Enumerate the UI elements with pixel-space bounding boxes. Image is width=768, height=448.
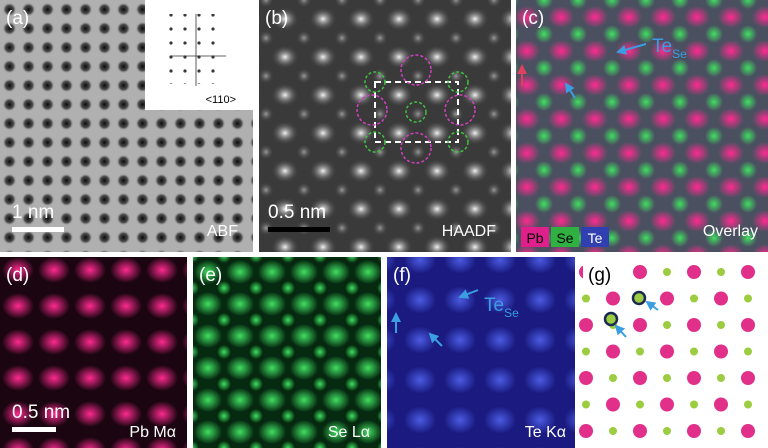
scale-bar	[12, 227, 64, 232]
pb-atom	[687, 318, 701, 332]
se-atom	[690, 347, 698, 356]
pb-atom	[660, 291, 674, 306]
mode-label: ABF	[207, 223, 238, 240]
se-atom	[744, 400, 752, 409]
pb-atom	[579, 371, 593, 385]
annotation-sub: Se	[672, 47, 687, 61]
mode-label: Te Kα	[525, 424, 566, 441]
se-atom	[609, 374, 617, 382]
panel-label: (g)	[588, 265, 611, 286]
highlight-atom	[631, 290, 647, 306]
se-atom	[744, 294, 752, 303]
se-atom	[690, 400, 698, 409]
pb-atom	[687, 424, 701, 438]
se-atom	[663, 268, 671, 276]
legend-label: Se	[556, 230, 573, 246]
pb-atom	[579, 318, 593, 332]
highlight-atom	[603, 311, 619, 327]
inset-label: <110>	[206, 94, 236, 106]
pb-atom	[714, 291, 728, 306]
pb-atom	[633, 424, 647, 438]
arrow	[428, 332, 443, 347]
se-atom	[717, 321, 725, 329]
se-atom	[717, 374, 725, 382]
scale-bar-label: 1 nm	[12, 202, 54, 223]
label-bg	[583, 259, 617, 285]
overlay-image	[516, 0, 768, 252]
pb-atom	[633, 318, 647, 332]
legend-swatch	[551, 227, 579, 247]
pb-atom	[714, 344, 728, 359]
pb-atom	[687, 265, 701, 279]
pb-atom	[741, 371, 755, 385]
panel-label: (f)	[393, 265, 411, 286]
legend-swatch	[521, 227, 549, 247]
arrow	[616, 43, 647, 55]
mode-label: Overlay	[703, 223, 758, 240]
annotation: TeSe	[652, 36, 687, 61]
pb-atom	[660, 397, 674, 412]
atom-circles	[356, 54, 476, 164]
pb-atom	[741, 424, 755, 438]
annotation-main: Te	[484, 295, 504, 316]
se-atom	[663, 374, 671, 382]
arrow	[645, 300, 659, 311]
se-atom	[744, 347, 752, 356]
pb-atom	[606, 397, 620, 412]
scale-bar-label: 0.5 nm	[268, 202, 326, 223]
pb-atom	[741, 265, 755, 279]
annotation: TeSe	[484, 295, 519, 320]
se-atom	[663, 427, 671, 435]
atom-model	[579, 265, 755, 438]
pb-atom	[741, 318, 755, 332]
pb-atom	[633, 371, 647, 385]
pb-map	[0, 257, 187, 448]
pb-atom	[579, 424, 593, 438]
mode-label: Se Lα	[328, 424, 370, 441]
legend-label: Te	[588, 230, 603, 246]
scale-bar	[12, 427, 56, 432]
pb-atom	[660, 344, 674, 359]
se-atom	[717, 268, 725, 276]
haadf-image	[259, 0, 511, 252]
unit-cell	[374, 81, 459, 143]
arrow	[458, 289, 479, 299]
se-atom	[582, 347, 590, 356]
panel-label: (b)	[265, 8, 288, 29]
pb-atom	[606, 344, 620, 359]
pb-atom	[633, 265, 647, 279]
se-atom	[636, 347, 644, 356]
pb-atom	[714, 397, 728, 412]
pb-atom	[606, 291, 620, 306]
annotation-main: Te	[652, 36, 672, 57]
se-atom	[582, 400, 590, 409]
fft-spots	[168, 14, 226, 86]
arrow	[564, 82, 576, 99]
te-map	[387, 257, 575, 448]
se-atom	[609, 427, 617, 435]
se-atom	[663, 321, 671, 329]
se-atom	[636, 400, 644, 409]
annotation-sub: Se	[504, 306, 519, 320]
se-map	[193, 257, 381, 448]
se-atom	[717, 427, 725, 435]
legend-label: Pb	[526, 230, 543, 246]
panel-label: (c)	[522, 8, 544, 29]
legend-swatch	[581, 227, 609, 247]
scale-bar-label: 0.5 nm	[12, 402, 70, 423]
scale-bar	[268, 227, 330, 232]
pb-atom	[687, 371, 701, 385]
se-atom	[690, 294, 698, 303]
panel-label: (a)	[6, 8, 29, 29]
panel-label: (d)	[6, 265, 29, 286]
arrow	[614, 324, 627, 338]
se-atom	[582, 294, 590, 303]
mode-label: HAADF	[442, 223, 496, 240]
mode-label: Pb Mα	[129, 424, 176, 441]
panel-label: (e)	[199, 265, 222, 286]
